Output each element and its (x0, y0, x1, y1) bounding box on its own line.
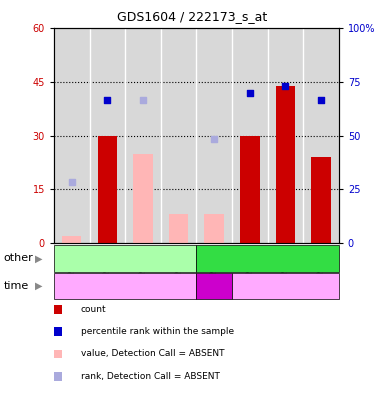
Text: GDS1604 / 222173_s_at: GDS1604 / 222173_s_at (117, 10, 268, 23)
Bar (204, 214, 224, 243)
Point (282, 82, 288, 89)
Text: percentile rank within the sample: percentile rank within the sample (81, 327, 234, 336)
Bar (169, 214, 188, 243)
Point (140, 97, 146, 103)
Text: untreated: untreated (97, 254, 153, 263)
Text: 3d post
IR: 3d post IR (196, 275, 233, 297)
Text: other: other (4, 254, 33, 263)
Text: time: time (4, 281, 29, 291)
Text: ▶: ▶ (35, 281, 42, 291)
Point (104, 97, 110, 103)
Bar (62, 236, 82, 243)
Text: irradiated: irradiated (240, 254, 295, 263)
Point (318, 97, 324, 103)
Point (69, 179, 75, 185)
Bar (276, 85, 295, 243)
Bar (97, 136, 117, 243)
Point (211, 136, 217, 143)
Text: 7d post IR: 7d post IR (261, 281, 310, 291)
Bar (133, 153, 153, 243)
Text: rank, Detection Call = ABSENT: rank, Detection Call = ABSENT (81, 372, 220, 381)
Bar (311, 157, 331, 243)
Point (247, 90, 253, 96)
Text: ▶: ▶ (35, 254, 42, 263)
Text: 0d post IR: 0d post IR (100, 281, 150, 291)
Text: value, Detection Call = ABSENT: value, Detection Call = ABSENT (81, 350, 224, 358)
Bar (240, 136, 259, 243)
Text: count: count (81, 305, 107, 314)
